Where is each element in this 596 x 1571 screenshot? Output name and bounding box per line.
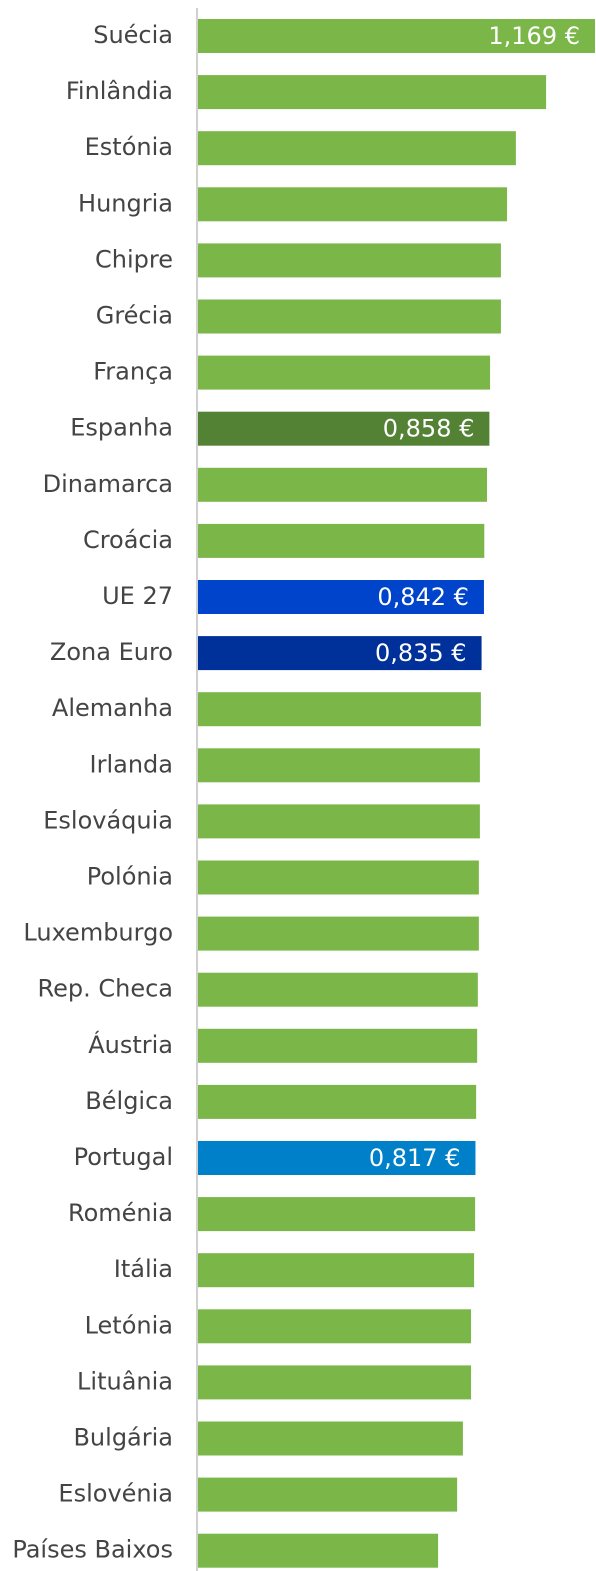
value-label: 0,835 € [375,639,467,667]
bar [198,580,484,614]
bar [198,1253,475,1288]
bar [198,467,488,502]
bar [198,972,478,1007]
category-label: Bélgica [85,1087,173,1115]
bar [198,804,480,839]
bar [198,1028,478,1063]
bar [198,860,479,895]
category-label: Espanha [70,414,173,442]
bar [198,1533,439,1568]
category-label: Áustria [88,1030,173,1059]
bar [198,1477,458,1512]
bar [198,523,485,558]
bar [198,355,491,390]
category-label: Eslovénia [58,1480,173,1508]
category-label: Zona Euro [50,638,173,666]
value-label: 0,817 € [369,1144,461,1172]
bar [198,1421,463,1456]
category-label: Dinamarca [43,470,173,498]
category-label: Grécia [96,302,173,330]
bar [198,187,508,222]
category-label: UE 27 [102,582,173,610]
bar [198,1141,476,1175]
bar [198,411,490,446]
bar [198,1365,472,1400]
category-label: Irlanda [90,750,173,778]
bar [198,75,547,110]
bar [198,243,501,278]
category-label: Estónia [85,133,173,161]
bar [198,299,501,334]
bar [198,19,595,53]
category-label: Letónia [85,1311,173,1339]
category-label: Finlândia [66,77,173,105]
category-label: Portugal [74,1143,173,1171]
category-label: Luxemburgo [23,919,173,947]
bar [198,916,479,951]
category-label: Lituânia [77,1367,173,1395]
bar [198,636,482,671]
category-label: Roménia [68,1199,173,1227]
value-label: 0,858 € [383,415,475,443]
category-label: Itália [114,1255,173,1283]
category-label: Hungria [78,189,173,217]
category-label: Chipre [95,245,173,273]
value-label: 1,169 € [488,22,580,50]
category-label: Croácia [83,526,173,554]
bar [198,1197,476,1232]
bar [198,1084,477,1119]
category-label: Suécia [93,21,173,49]
bar [198,748,480,783]
category-label: Alemanha [52,694,173,722]
category-label: Polónia [87,863,173,891]
value-label: 0,842 € [377,583,469,611]
category-label: Eslováquia [43,806,173,834]
category-label: Países Baixos [12,1536,173,1564]
bar [198,1309,472,1344]
bar [198,692,481,727]
category-label: Bulgária [73,1424,173,1452]
category-label: Rep. Checa [38,975,174,1003]
category-label: França [93,358,173,386]
bar [198,131,516,166]
